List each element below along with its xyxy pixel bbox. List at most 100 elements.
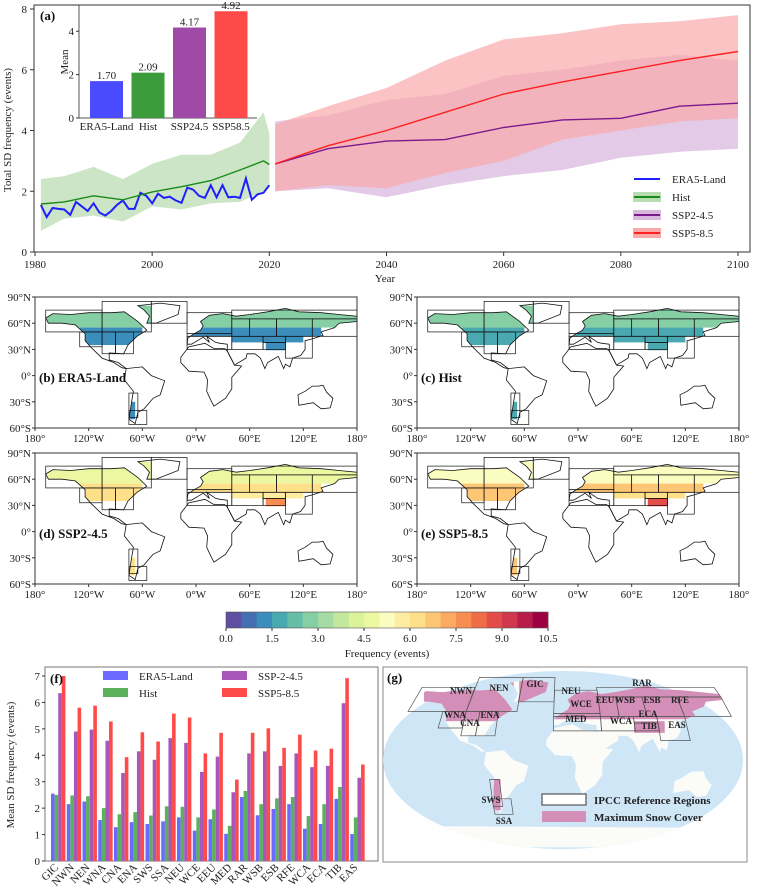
legend-label: Hist — [139, 688, 157, 700]
snow-mid-lat — [461, 327, 525, 346]
snow-mid-lat — [79, 327, 143, 346]
snow-frequency-field — [427, 305, 739, 420]
y-axis-label: Total SD frequency (events) — [2, 68, 14, 192]
bar-ena-ssp-2-4.5 — [136, 751, 141, 861]
coastline-eu — [568, 463, 740, 526]
coastline-af — [562, 342, 625, 407]
coastline-eu — [568, 307, 740, 370]
colorbar-tick-label: 6.0 — [403, 633, 417, 645]
map-panel-label: (c) Hist — [421, 370, 462, 385]
y-tick-label: 8 — [22, 4, 28, 16]
inset-category-label: ERA5-Land — [80, 121, 134, 133]
bar-esb-hist — [275, 798, 279, 861]
bar-wca-hist — [306, 816, 311, 861]
snow-mid-lat — [569, 327, 704, 337]
bar-wna-hist — [101, 808, 106, 861]
band-hist — [40, 112, 270, 231]
bar-ssa-era5-land — [161, 821, 165, 861]
legend-label: Hist — [672, 192, 690, 204]
bar-rfe-hist — [290, 797, 295, 861]
colorbar-tick-label: 0.0 — [219, 633, 233, 645]
ipcc-region-box — [115, 331, 134, 355]
bar-eeu-era5-land — [208, 819, 213, 861]
region-label-gic: GIC — [526, 679, 543, 689]
lat-tick-label: 60°N — [390, 318, 413, 330]
lat-tick-label: 30°S — [9, 553, 31, 565]
lon-tick-label: 120°E — [290, 589, 318, 601]
lon-tick-label: 180° — [347, 589, 368, 601]
bar-wca-ssp5-8.5 — [313, 750, 318, 861]
ipcc-region-box — [285, 335, 313, 359]
bar-eas-hist — [353, 817, 358, 861]
lon-tick-label: 60°E — [621, 589, 643, 601]
legend-swatch — [103, 688, 128, 697]
x-tick-label: 1980 — [24, 259, 47, 271]
bar-wce-ssp-2-4.5 — [199, 771, 204, 861]
colorbar-frame — [225, 611, 549, 629]
bar-sws-era5-land — [145, 824, 150, 861]
bar-gic-ssp-2-4.5 — [58, 693, 62, 861]
colorbar-bin — [425, 612, 441, 628]
coastline-na — [45, 311, 148, 369]
bar-ena-era5-land — [129, 822, 134, 861]
snow-cover-patch — [634, 721, 665, 733]
coastline-gl — [518, 302, 563, 324]
panel-label: (f) — [50, 671, 63, 686]
map-panel-label: (d) SSP2-4.5 — [39, 526, 108, 541]
coastline-au — [679, 384, 716, 410]
lon-tick-label: 180° — [25, 433, 46, 445]
bar-wce-ssp5-8.5 — [203, 753, 208, 861]
ipcc-region-box — [510, 392, 521, 418]
region-label-sws: SWS — [481, 795, 500, 805]
snow-mid-lat — [79, 483, 143, 502]
lon-tick-label: 60°W — [129, 589, 155, 601]
legend-label: Maximum Snow Cover — [594, 812, 703, 824]
y-tick-label: 4 — [22, 126, 28, 138]
x-tick-label: 2080 — [610, 259, 633, 271]
colorbar-label: Frequency (events) — [345, 648, 430, 660]
plot-frame — [33, 4, 751, 253]
lon-tick-label: 120°W — [455, 589, 487, 601]
bar-eas-ssp5-8.5 — [361, 764, 365, 861]
lon-tick-label: 60°W — [511, 589, 537, 601]
bar-wce-era5-land — [192, 830, 197, 861]
snow-frequency-field — [45, 461, 357, 576]
bar-wna-ssp-2-4.5 — [105, 740, 110, 861]
bar-ssa-ssp-2-4.5 — [168, 738, 173, 861]
ipcc-region-box — [497, 331, 516, 355]
colorbar-bin — [226, 612, 242, 628]
lon-tick-label: 60°W — [129, 433, 155, 445]
panel-label: (a) — [40, 8, 55, 23]
bar-wca-era5-land — [303, 828, 307, 861]
colorbar-bin — [241, 612, 257, 628]
bar-esb-ssp-2-4.5 — [278, 765, 283, 861]
snow-high-lat — [187, 305, 357, 328]
bar-neu-era5-land — [177, 817, 181, 861]
bar-wsb-ssp-2-4.5 — [262, 751, 267, 861]
snow-high-lat — [45, 461, 152, 484]
inset-bar — [173, 27, 206, 118]
snow-frequency-field — [45, 305, 357, 420]
snow-cover-patch — [489, 779, 501, 811]
ipcc-region-outline — [491, 798, 514, 815]
bar-wsb-hist — [259, 804, 263, 861]
bar-nwn-hist — [70, 795, 74, 861]
region-label-wsb: WSB — [615, 695, 635, 705]
colorbar-bin — [394, 612, 411, 628]
legend-swatch-snow — [542, 811, 586, 822]
y-tick-label: 6 — [22, 65, 28, 77]
bar-cna-hist — [117, 814, 122, 861]
series-line-ssp2-4.5 — [275, 102, 739, 165]
bar-eeu-ssp5-8.5 — [219, 732, 223, 861]
inset-bar — [131, 72, 165, 118]
ipcc-region-outline — [656, 716, 691, 741]
region-label-rfe: RFE — [671, 695, 689, 705]
bar-cna-ssp5-8.5 — [124, 757, 129, 861]
coastline-na — [427, 467, 530, 525]
ipcc-region-box — [285, 491, 313, 515]
colorbar-bin — [272, 612, 288, 628]
inset-category-label: SSP58.5 — [212, 121, 250, 133]
